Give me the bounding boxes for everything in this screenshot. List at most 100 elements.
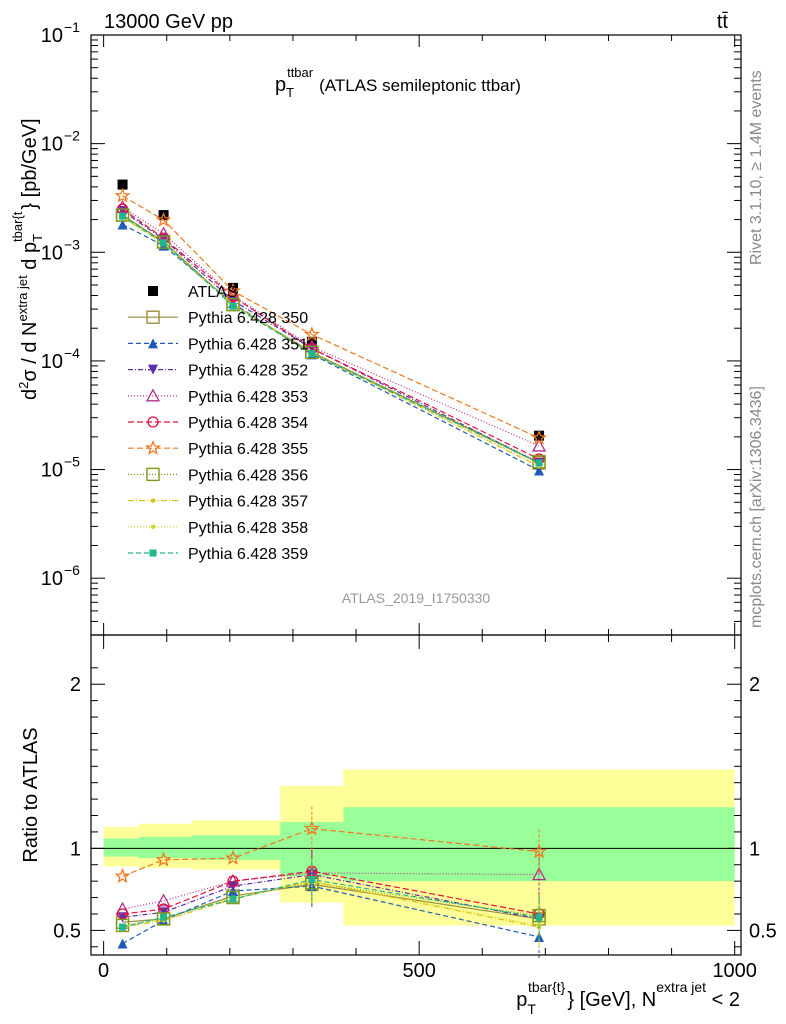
- ratio-stat-band: [138, 836, 192, 859]
- legend-marker: [146, 467, 160, 482]
- ratio-data-point: [156, 893, 171, 907]
- main-data-point: [227, 291, 239, 303]
- legend-label: Pythia 6.428 358: [188, 520, 308, 537]
- main-data-point: [531, 438, 547, 452]
- legend-marker: [147, 416, 159, 428]
- main-series-line: [122, 214, 540, 464]
- ratio-data-point: [155, 851, 172, 867]
- process-label: tt̄: [717, 11, 729, 33]
- ratio-x-tick-label: 500: [402, 960, 435, 982]
- ratio-data-point: [531, 867, 547, 881]
- legend-label: Pythia 6.428 355: [188, 441, 308, 458]
- ratio-x-tick-label: 1000: [712, 960, 757, 982]
- main-series-line: [122, 215, 540, 464]
- main-data-point: [155, 211, 172, 227]
- ratio-data-point: [535, 913, 543, 921]
- main-data-point: [117, 219, 128, 230]
- ratio-y-tick-label-right: 1: [749, 838, 760, 860]
- main-y-axis-label: d2σ / d Nextra jet d pTtbar{t} [pb/GeV]: [10, 118, 45, 400]
- mcplots-label: mcplots.cern.ch [arXiv:1306.3436]: [748, 386, 765, 628]
- ratio-tick-labels: 0.5 0.5 1 1 2 2 0 500 1000: [53, 674, 777, 982]
- ratio-data-point: [114, 867, 131, 883]
- main-y-tick-label: 10: [41, 242, 63, 264]
- main-y-tick-labels: 10−110−210−310−410−510−6: [41, 19, 80, 590]
- ratio-plot-frame: [90, 634, 742, 956]
- legend-label: Pythia 6.428 359: [188, 546, 308, 563]
- ratio-series-line: [122, 870, 540, 915]
- main-series-line: [122, 206, 540, 447]
- analysis-watermark: ATLAS_2019_I1750330: [342, 590, 491, 606]
- main-data-point: [305, 345, 319, 360]
- main-data-point: [114, 187, 131, 203]
- main-y-tick-exponent: −2: [64, 128, 80, 144]
- main-series-line: [122, 195, 540, 439]
- ratio-y-tick-label: 0.5: [53, 920, 81, 942]
- x-axis-label: pTtbar{t}} [GeV], Nextra jet < 2: [516, 979, 740, 1017]
- main-y-tick-label: 10: [41, 568, 63, 590]
- legend-marker: [150, 524, 156, 529]
- legend-marker: [148, 364, 158, 375]
- main-title: pTttbar(ATLAS semileptonic ttbar): [275, 65, 521, 100]
- legend-label: Pythia 6.428 352: [188, 363, 308, 380]
- main-series-line: [122, 216, 540, 466]
- main-plot-frame: [90, 34, 742, 636]
- ratio-data-point: [160, 913, 168, 921]
- ratio-y-axis-label: Ratio to ATLAS: [20, 727, 42, 862]
- main-series-line: [122, 210, 540, 464]
- ratio-data-point: [531, 843, 547, 859]
- main-y-tick-label: 10: [41, 25, 63, 47]
- main-data-point: [156, 235, 171, 249]
- ratio-data-point: [225, 849, 241, 865]
- legend-marker: [150, 498, 156, 503]
- main-y-tick-label: 10: [41, 351, 63, 373]
- legend-label: Pythia 6.428 357: [188, 494, 308, 511]
- main-data-point: [226, 297, 240, 312]
- ratio-series-line: [122, 873, 540, 920]
- legend-marker: [145, 388, 161, 402]
- legend-marker: [145, 439, 161, 455]
- legend-label: Pythia 6.428 351: [188, 336, 308, 353]
- legend: ATLAS Pythia 6.428 350 Pythia 6.428 351 Pyt…: [128, 284, 308, 563]
- energy-label: 13000 GeV pp: [104, 11, 233, 33]
- main-data-point: [115, 199, 130, 213]
- ratio-data-point: [227, 875, 239, 887]
- legend-marker: [146, 310, 160, 324]
- main-data-point: [534, 465, 545, 476]
- main-series-line: [122, 214, 540, 463]
- main-data-point: [303, 326, 320, 342]
- main-data-point: [229, 302, 237, 310]
- main-axis-ticks: [91, 34, 741, 636]
- main-data-point: [160, 239, 168, 247]
- ratio-y-tick-label: 2: [70, 674, 81, 696]
- ratio-data-point: [308, 876, 316, 884]
- ratio-data-point: [229, 895, 237, 903]
- main-data-point: [534, 430, 545, 441]
- main-y-tick-exponent: −6: [64, 562, 80, 578]
- main-y-tick-label: 10: [41, 134, 63, 156]
- ratio-y-tick-label-right: 0.5: [749, 920, 777, 942]
- main-data-point: [117, 179, 128, 190]
- ratio-y-tick-label-right: 2: [749, 674, 760, 696]
- ratio-data-point: [115, 901, 130, 915]
- ratio-series-group: [114, 806, 547, 959]
- main-y-tick-exponent: −1: [64, 19, 80, 35]
- legend-label: Pythia 6.428 353: [188, 389, 308, 406]
- ratio-x-tick-label: 0: [98, 960, 109, 982]
- legend-label: Pythia 6.428 356: [188, 467, 308, 484]
- main-data-point: [535, 459, 543, 467]
- legend-label: Pythia 6.428 350: [188, 310, 308, 327]
- main-data-point: [119, 212, 127, 220]
- ratio-series-line: [122, 827, 540, 877]
- ratio-stat-band: [103, 838, 139, 857]
- main-series-line: [122, 208, 540, 460]
- main-y-tick-exponent: −4: [64, 345, 80, 361]
- main-y-tick-exponent: −5: [64, 454, 80, 470]
- ratio-axis-ticks: [91, 635, 741, 955]
- main-data-point: [531, 429, 547, 445]
- main-y-tick-label: 10: [41, 460, 63, 482]
- ratio-data-point: [119, 923, 127, 931]
- legend-label: ATLAS: [188, 284, 238, 301]
- main-data-point: [115, 208, 130, 222]
- rivet-label: Rivet 3.1.10, ≥ 1.4M events: [748, 70, 765, 265]
